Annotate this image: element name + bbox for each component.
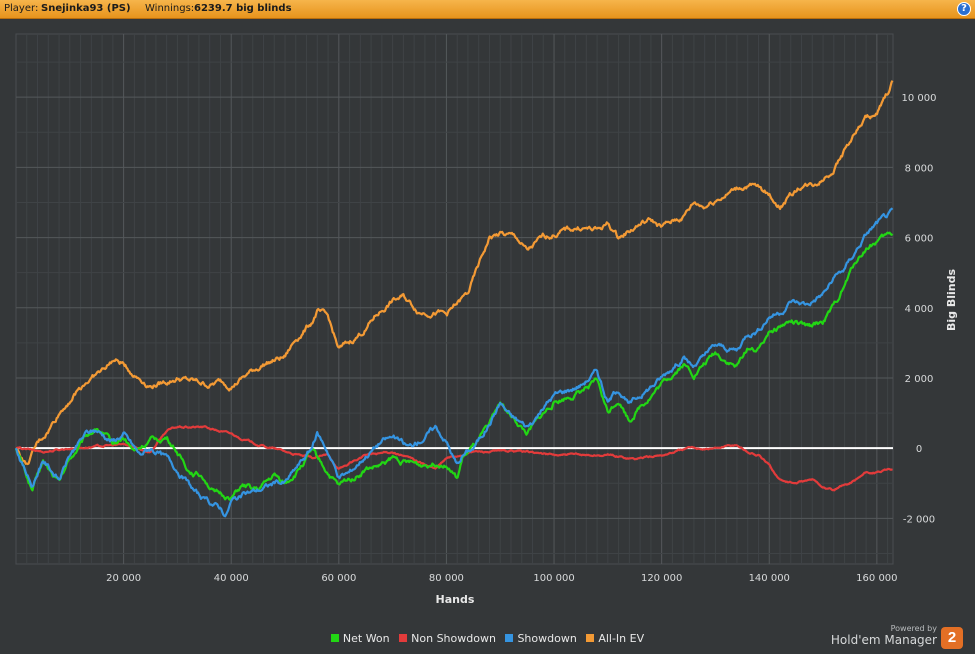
x-tick-label: 160 000 xyxy=(856,573,897,584)
grid xyxy=(15,33,894,565)
y-axis-label: Big Blinds xyxy=(945,269,958,331)
legend-swatch xyxy=(586,634,595,642)
powered-by-text: Powered by xyxy=(890,624,937,633)
legend-swatch xyxy=(330,634,339,642)
legend-swatch xyxy=(505,634,514,642)
x-axis-label: Hands xyxy=(436,593,475,606)
header-bar: Player: Snejinka93 (PS) Winnings: 6239.7… xyxy=(0,0,975,19)
tick-labels: 20 000 40 000 60 000 80 000 100 000 120 000 14… xyxy=(106,93,936,584)
x-tick-label: 100 000 xyxy=(533,573,574,584)
legend: Net Won Non Showdown Showdown All-In EV xyxy=(0,632,975,650)
x-tick-label: 120 000 xyxy=(641,573,682,584)
x-tick-label: 80 000 xyxy=(429,573,464,584)
series-all-in-ev xyxy=(15,80,894,466)
player-label: Player: xyxy=(4,3,39,14)
product-name: Hold'em Manager xyxy=(830,633,937,647)
y-tick-label: 2 000 xyxy=(905,374,934,385)
y-tick-label: 0 xyxy=(916,444,922,455)
legend-non-showdown[interactable]: Non Showdown xyxy=(399,632,496,645)
player-name: Snejinka93 (PS) xyxy=(41,3,131,14)
x-tick-label: 20 000 xyxy=(106,573,141,584)
y-tick-label: 6 000 xyxy=(905,234,934,245)
series-lines xyxy=(14,80,894,518)
x-tick-label: 40 000 xyxy=(214,573,249,584)
chart-area: 20 000 40 000 60 000 80 000 100 000 120 000 14… xyxy=(14,33,958,606)
winnings-label: Winnings: xyxy=(145,3,195,14)
help-icon[interactable]: ? xyxy=(957,2,971,16)
legend-net-won[interactable]: Net Won xyxy=(330,632,390,645)
legend-swatch xyxy=(399,634,408,642)
x-tick-label: 140 000 xyxy=(749,573,790,584)
plot-frame xyxy=(15,33,894,565)
series-net-won xyxy=(14,231,894,501)
y-tick-label: 10 000 xyxy=(902,93,937,104)
winnings-value: 6239.7 big blinds xyxy=(194,3,292,14)
legend-all-in-ev[interactable]: All-In EV xyxy=(586,632,644,645)
y-tick-label: -2 000 xyxy=(903,514,935,525)
y-tick-label: 4 000 xyxy=(905,304,934,315)
x-tick-label: 60 000 xyxy=(321,573,356,584)
y-tick-label: 8 000 xyxy=(905,163,934,174)
series-showdown xyxy=(14,207,894,518)
legend-showdown[interactable]: Showdown xyxy=(505,632,577,645)
hm2-logo-icon: 2 xyxy=(941,627,963,649)
